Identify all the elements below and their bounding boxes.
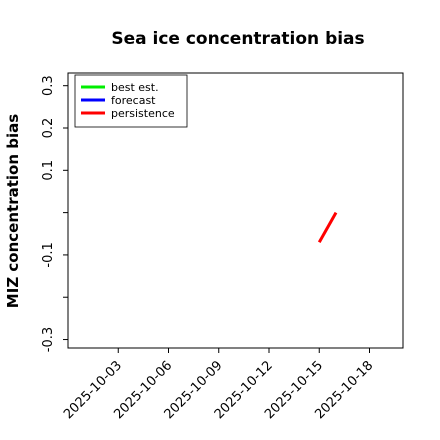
legend-label: best est. <box>111 81 159 94</box>
y-axis-label: MIZ concentration bias <box>4 114 22 308</box>
plot-frame <box>67 72 404 349</box>
y-tick-label: 0.2 <box>41 118 56 139</box>
series-line <box>317 211 338 243</box>
y-tick-label: -0.1 <box>41 242 56 267</box>
legend-label: forecast <box>111 94 156 107</box>
chart-title: Sea ice concentration bias <box>111 29 364 49</box>
legend-label: persistence <box>111 107 175 120</box>
y-tick-label: 0.3 <box>41 75 56 96</box>
y-tick-label: 0.1 <box>41 160 56 181</box>
y-tick-label: -0.3 <box>41 327 56 352</box>
